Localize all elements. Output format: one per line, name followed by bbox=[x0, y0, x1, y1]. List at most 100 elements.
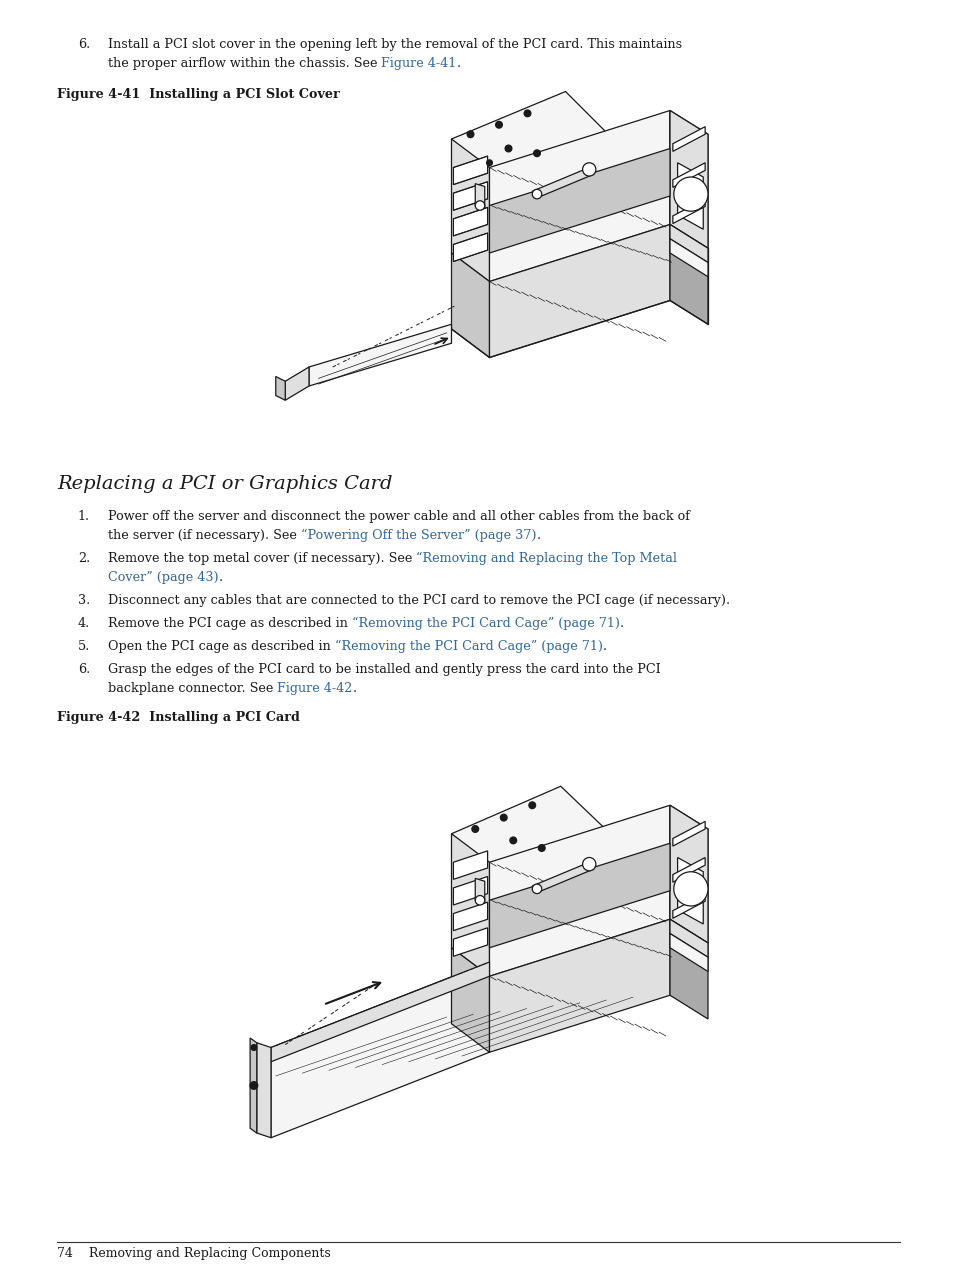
Polygon shape bbox=[489, 806, 669, 976]
Polygon shape bbox=[451, 834, 489, 976]
Circle shape bbox=[475, 201, 484, 210]
Polygon shape bbox=[275, 376, 285, 400]
Text: Remove the top metal cover (if necessary). See: Remove the top metal cover (if necessary… bbox=[108, 552, 416, 566]
Text: .: . bbox=[218, 571, 222, 583]
Text: the server (if necessary). See: the server (if necessary). See bbox=[108, 529, 300, 541]
Polygon shape bbox=[271, 962, 489, 1138]
Polygon shape bbox=[475, 183, 484, 208]
Text: Figure 4-41  Installing a PCI Slot Cover: Figure 4-41 Installing a PCI Slot Cover bbox=[57, 88, 339, 100]
Polygon shape bbox=[453, 156, 487, 184]
Polygon shape bbox=[451, 787, 669, 938]
Circle shape bbox=[505, 145, 512, 151]
Polygon shape bbox=[285, 367, 309, 400]
Polygon shape bbox=[669, 919, 707, 957]
Polygon shape bbox=[271, 962, 489, 1061]
Text: .: . bbox=[619, 616, 623, 630]
Polygon shape bbox=[250, 1038, 256, 1132]
Circle shape bbox=[582, 858, 596, 871]
Text: Power off the server and disconnect the power cable and all other cables from th: Power off the server and disconnect the … bbox=[108, 510, 689, 522]
Text: 6.: 6. bbox=[78, 663, 91, 676]
Circle shape bbox=[486, 160, 492, 165]
Polygon shape bbox=[669, 111, 707, 248]
Text: .: . bbox=[353, 683, 356, 695]
Circle shape bbox=[276, 384, 284, 391]
Polygon shape bbox=[669, 239, 707, 277]
Polygon shape bbox=[451, 139, 489, 281]
Polygon shape bbox=[453, 928, 487, 956]
Polygon shape bbox=[451, 253, 489, 357]
Polygon shape bbox=[532, 862, 594, 892]
Circle shape bbox=[582, 163, 596, 177]
Polygon shape bbox=[677, 163, 702, 229]
Circle shape bbox=[673, 177, 707, 211]
Polygon shape bbox=[489, 843, 669, 948]
Circle shape bbox=[532, 885, 541, 894]
Text: Figure 4-42  Installing a PCI Card: Figure 4-42 Installing a PCI Card bbox=[57, 710, 299, 724]
Text: Figure 4-41: Figure 4-41 bbox=[381, 57, 456, 70]
Text: Open the PCI cage as described in: Open the PCI cage as described in bbox=[108, 641, 335, 653]
Circle shape bbox=[510, 838, 516, 844]
Polygon shape bbox=[451, 948, 489, 1052]
Polygon shape bbox=[309, 324, 451, 386]
Polygon shape bbox=[453, 902, 487, 930]
Polygon shape bbox=[672, 198, 704, 224]
Circle shape bbox=[496, 122, 502, 128]
Text: .: . bbox=[536, 529, 540, 541]
Circle shape bbox=[528, 802, 535, 808]
Polygon shape bbox=[669, 225, 707, 263]
Polygon shape bbox=[453, 877, 487, 905]
Text: .: . bbox=[456, 57, 460, 70]
Circle shape bbox=[467, 131, 474, 137]
Circle shape bbox=[523, 111, 530, 117]
Text: the proper airflow within the chassis. See: the proper airflow within the chassis. S… bbox=[108, 57, 381, 70]
Polygon shape bbox=[669, 933, 707, 971]
Text: Install a PCI slot cover in the opening left by the removal of the PCI card. Thi: Install a PCI slot cover in the opening … bbox=[108, 38, 681, 51]
Circle shape bbox=[472, 826, 478, 833]
Polygon shape bbox=[669, 806, 707, 943]
Circle shape bbox=[500, 815, 507, 821]
Polygon shape bbox=[669, 225, 707, 324]
Text: Cover” (page 43): Cover” (page 43) bbox=[108, 571, 218, 583]
Polygon shape bbox=[672, 858, 704, 882]
Text: 3.: 3. bbox=[78, 594, 91, 608]
Text: 5.: 5. bbox=[78, 641, 91, 653]
Polygon shape bbox=[489, 919, 669, 1052]
Polygon shape bbox=[669, 111, 707, 248]
Circle shape bbox=[475, 896, 484, 905]
Circle shape bbox=[532, 189, 541, 198]
Circle shape bbox=[250, 1082, 257, 1089]
Text: Remove the PCI cage as described in: Remove the PCI cage as described in bbox=[108, 616, 352, 630]
Polygon shape bbox=[669, 919, 707, 1019]
Text: Grasp the edges of the PCI card to be installed and gently press the card into t: Grasp the edges of the PCI card to be in… bbox=[108, 663, 660, 676]
Polygon shape bbox=[475, 878, 484, 904]
Text: backplane connector. See: backplane connector. See bbox=[108, 683, 277, 695]
Text: 4.: 4. bbox=[78, 616, 91, 630]
Text: Replacing a PCI or Graphics Card: Replacing a PCI or Graphics Card bbox=[57, 475, 392, 493]
Polygon shape bbox=[489, 225, 669, 357]
Text: “Removing the PCI Card Cage” (page 71): “Removing the PCI Card Cage” (page 71) bbox=[335, 641, 602, 653]
Text: “Removing and Replacing the Top Metal: “Removing and Replacing the Top Metal bbox=[416, 552, 677, 566]
Polygon shape bbox=[532, 168, 594, 198]
Text: “Powering Off the Server” (page 37): “Powering Off the Server” (page 37) bbox=[300, 529, 536, 543]
Polygon shape bbox=[489, 149, 669, 253]
Text: .: . bbox=[602, 641, 606, 653]
Polygon shape bbox=[451, 92, 669, 244]
Text: “Removing the PCI Card Cage” (page 71): “Removing the PCI Card Cage” (page 71) bbox=[352, 616, 619, 630]
Polygon shape bbox=[672, 894, 704, 919]
Text: 74    Removing and Replacing Components: 74 Removing and Replacing Components bbox=[57, 1247, 331, 1260]
Text: Figure 4-42: Figure 4-42 bbox=[277, 683, 353, 695]
Polygon shape bbox=[672, 127, 704, 151]
Text: 6.: 6. bbox=[78, 38, 91, 51]
Polygon shape bbox=[489, 111, 669, 281]
Circle shape bbox=[251, 1045, 256, 1050]
Polygon shape bbox=[453, 182, 487, 210]
Polygon shape bbox=[453, 850, 487, 880]
Polygon shape bbox=[453, 207, 487, 236]
Polygon shape bbox=[672, 163, 704, 187]
Circle shape bbox=[673, 872, 707, 906]
Polygon shape bbox=[672, 821, 704, 846]
Polygon shape bbox=[669, 806, 707, 943]
Polygon shape bbox=[453, 233, 487, 262]
Text: Disconnect any cables that are connected to the PCI card to remove the PCI cage : Disconnect any cables that are connected… bbox=[108, 594, 729, 608]
Circle shape bbox=[533, 150, 539, 156]
